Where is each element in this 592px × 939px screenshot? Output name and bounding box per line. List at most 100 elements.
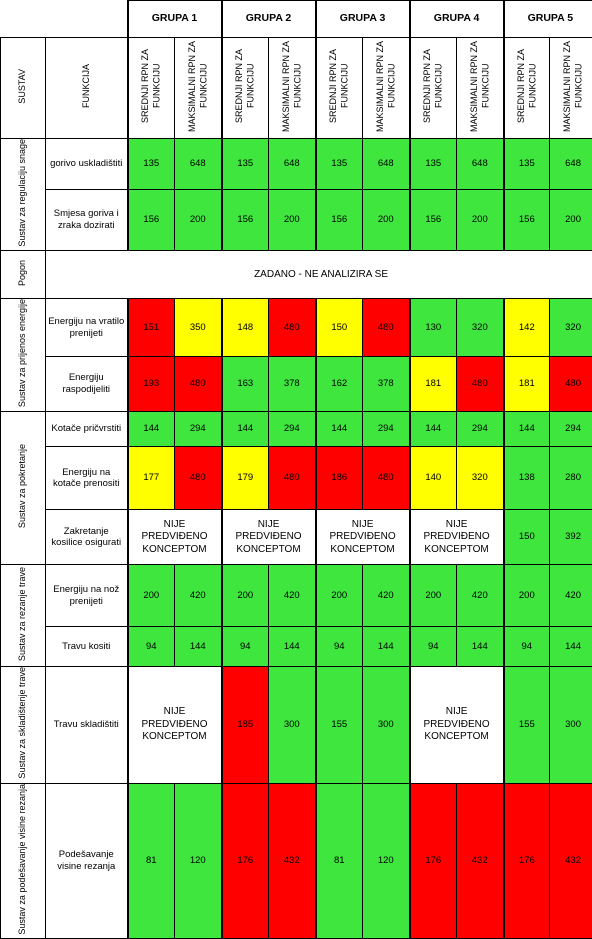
subheader-label: SREDNJI RPN ZA FUNKCIJU [516,40,539,132]
group-header: GRUPA 4 [410,1,504,38]
rpn-cell: 162 [316,357,363,412]
rpn-cell: 144 [550,627,592,667]
rpn-cell: 94 [128,627,175,667]
rpn-cell: 181 [504,357,550,412]
subheader-cell: SREDNJI RPN ZA FUNKCIJU [410,38,457,139]
rpn-cell: 156 [316,189,363,251]
rpn-cell: 648 [457,139,504,190]
rpn-cell: 300 [550,667,592,783]
system-cell: Sustav za pokretanje [1,412,46,565]
subheader-cell: SREDNJI RPN ZA FUNKCIJU [504,38,550,139]
rpn-cell: 350 [175,299,222,357]
rpn-cell: 200 [410,565,457,627]
function-cell: Smjesa goriva i zraka dozirati [46,189,128,251]
rpn-cell: 176 [410,783,457,938]
rpn-cell: 144 [269,627,316,667]
rpn-cell: 480 [550,357,592,412]
system-cell: Pogon [1,251,46,299]
subheader-cell: MAKSIMALNI RPN ZA FUNKCIJU [175,38,222,139]
rpn-cell: 142 [504,299,550,357]
rpn-cell: 320 [550,299,592,357]
rpn-cell: 156 [410,189,457,251]
function-cell: Zakretanje kosilice osigurati [46,510,128,565]
rpn-cell: 135 [316,139,363,190]
rpn-cell: 156 [504,189,550,251]
function-cell: Travu skladištiti [46,667,128,783]
rpn-cell: 155 [504,667,550,783]
rpn-cell: 155 [316,667,363,783]
rpn-cell: 200 [457,189,504,251]
corner-cell [1,1,128,38]
function-cell: Kotače pričvrstiti [46,412,128,447]
function-cell: Energiju na nož prenijeti [46,565,128,627]
rpn-cell: 144 [457,627,504,667]
system-cell: Sustav za rezanje trave [1,565,46,667]
group-header: GRUPA 5 [504,1,592,38]
subheader-label: SREDNJI RPN ZA FUNKCIJU [328,40,351,132]
subheader-cell: MAKSIMALNI RPN ZA FUNKCIJU [550,38,592,139]
rpn-cell: 144 [128,412,175,447]
rpn-cell: 432 [457,783,504,938]
rpn-cell: 200 [504,565,550,627]
rpn-cell: 300 [363,667,410,783]
rpn-cell: 200 [175,189,222,251]
subheader-label: MAKSIMALNI RPN ZA FUNKCIJU [281,40,304,132]
rpn-cell: 81 [128,783,175,938]
rpn-cell: 420 [175,565,222,627]
rpn-cell: 156 [222,189,269,251]
subheader-label: SREDNJI RPN ZA FUNKCIJU [234,40,257,132]
rpn-cell: 320 [457,447,504,510]
system-cell: Sustav za skladištenje trave [1,667,46,783]
rpn-cell: 135 [504,139,550,190]
rpn-cell: 648 [550,139,592,190]
subheader-label: MAKSIMALNI RPN ZA FUNKCIJU [469,40,492,132]
rpn-cell: 378 [269,357,316,412]
note-cell: ZADANO - NE ANALIZIRA SE [46,251,592,299]
subheader-cell: MAKSIMALNI RPN ZA FUNKCIJU [457,38,504,139]
subheader-label: MAKSIMALNI RPN ZA FUNKCIJU [187,40,210,132]
subheader-label: MAKSIMALNI RPN ZA FUNKCIJU [375,40,398,132]
rpn-cell: 480 [363,447,410,510]
rpn-cell: 200 [269,189,316,251]
rpn-cell: 294 [457,412,504,447]
subheader-cell: MAKSIMALNI RPN ZA FUNKCIJU [363,38,410,139]
rpn-cell: 94 [316,627,363,667]
rpn-cell: 186 [316,447,363,510]
note-cell: NIJE PREDVIĐENO KONCEPTOM [222,510,316,565]
rpn-cell: 420 [363,565,410,627]
system-name: Sustav za regulaciju snage [17,139,28,247]
rpn-cell: 480 [175,357,222,412]
function-cell: gorivo uskladištiti [46,139,128,190]
rpn-cell: 193 [128,357,175,412]
function-cell: Travu kositi [46,627,128,667]
rpn-cell: 294 [269,412,316,447]
rpn-cell: 280 [550,447,592,510]
rpn-cell: 176 [222,783,269,938]
rpn-cell: 135 [410,139,457,190]
system-name: Sustav za prijenos energije [17,299,28,407]
rpn-cell: 378 [363,357,410,412]
rpn-cell: 294 [550,412,592,447]
rpn-cell: 294 [363,412,410,447]
rpn-cell: 294 [175,412,222,447]
note-cell: NIJE PREDVIĐENO KONCEPTOM [128,510,222,565]
rpn-cell: 94 [222,627,269,667]
rpn-cell: 144 [222,412,269,447]
function-row: Sustav za skladištenje trave Travu skladi… [1,667,592,783]
note-cell: NIJE PREDVIĐENO KONCEPTOM [128,667,222,783]
note-cell: NIJE PREDVIĐENO KONCEPTOM [410,667,504,783]
system-name: Sustav za skladištenje trave [17,667,28,779]
rpn-cell: 176 [504,783,550,938]
rpn-cell: 480 [269,299,316,357]
